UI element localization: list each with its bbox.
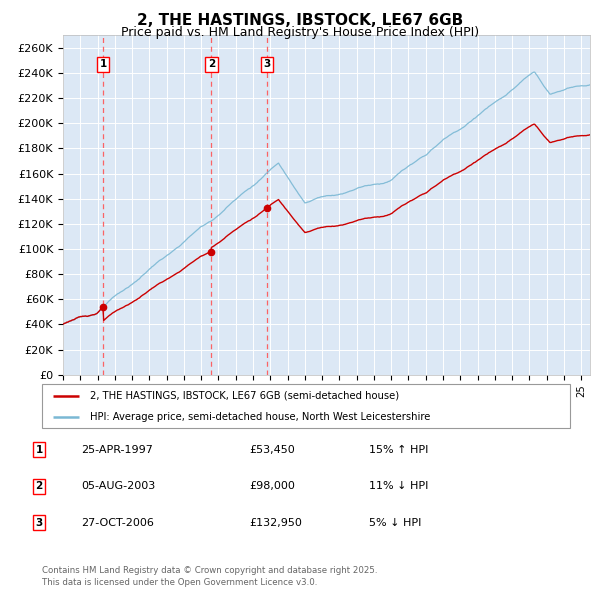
Text: 2: 2 [208,59,215,69]
Text: 2, THE HASTINGS, IBSTOCK, LE67 6GB: 2, THE HASTINGS, IBSTOCK, LE67 6GB [137,13,463,28]
Text: £53,450: £53,450 [249,445,295,454]
Text: £98,000: £98,000 [249,481,295,491]
FancyBboxPatch shape [42,384,570,428]
Text: 05-AUG-2003: 05-AUG-2003 [81,481,155,491]
Text: 2: 2 [35,481,43,491]
Text: 25-APR-1997: 25-APR-1997 [81,445,153,454]
Text: 11% ↓ HPI: 11% ↓ HPI [369,481,428,491]
Text: 27-OCT-2006: 27-OCT-2006 [81,518,154,527]
Text: Price paid vs. HM Land Registry's House Price Index (HPI): Price paid vs. HM Land Registry's House … [121,26,479,39]
Text: 1: 1 [35,445,43,454]
Text: 2, THE HASTINGS, IBSTOCK, LE67 6GB (semi-detached house): 2, THE HASTINGS, IBSTOCK, LE67 6GB (semi… [89,391,398,401]
Text: £132,950: £132,950 [249,518,302,527]
Text: 1: 1 [100,59,107,69]
Text: HPI: Average price, semi-detached house, North West Leicestershire: HPI: Average price, semi-detached house,… [89,412,430,422]
Text: 3: 3 [263,59,271,69]
Text: 5% ↓ HPI: 5% ↓ HPI [369,518,421,527]
Text: 3: 3 [35,518,43,527]
Text: Contains HM Land Registry data © Crown copyright and database right 2025.
This d: Contains HM Land Registry data © Crown c… [42,566,377,587]
Text: 15% ↑ HPI: 15% ↑ HPI [369,445,428,454]
